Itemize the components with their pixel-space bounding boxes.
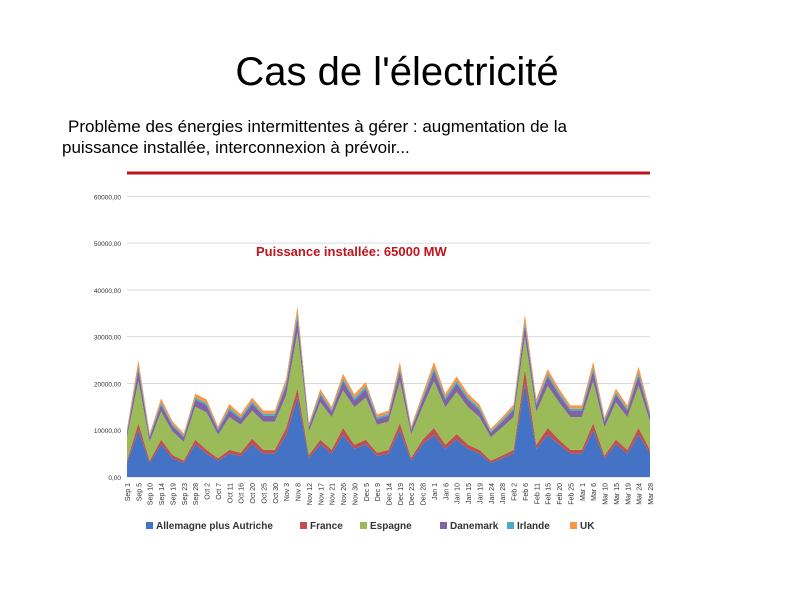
x-tick-label: Dec 14	[387, 483, 394, 505]
slide-text-line-2: puissance installée, interconnexion à pr…	[62, 138, 410, 157]
y-tick-label: 20000,00	[94, 381, 121, 388]
x-tick-label: Oct 7	[216, 483, 223, 500]
x-tick-label: Sep 19	[170, 483, 177, 505]
x-tick-label: Nov 21	[330, 483, 337, 505]
x-tick-label: Oct 11	[227, 483, 234, 503]
area-layer	[127, 306, 650, 477]
x-tick-label: Oct 25	[261, 483, 268, 504]
x-tick-label: Feb 2	[512, 483, 519, 501]
x-tick-label: Mar 24	[637, 483, 644, 505]
y-tick-label: 60000,00	[94, 194, 121, 201]
x-tick-label: Jan 15	[466, 483, 473, 504]
x-tick-label: Nov 3	[284, 483, 291, 501]
legend-swatch	[300, 522, 307, 529]
y-tick-label: 10000,00	[94, 428, 121, 435]
y-tick-label: 50000,00	[94, 241, 121, 248]
series-area	[127, 383, 650, 477]
legend-swatch	[570, 522, 577, 529]
x-tick-label: Dec 23	[409, 483, 416, 505]
series-area	[127, 332, 650, 461]
x-tick-labels: Sep 1 Sep 5 Sep 10 Sep 14 Sep 19 Sep 23 Sep 28…	[125, 483, 655, 505]
x-tick-label: Dec 5	[364, 483, 371, 501]
x-tick-label: Sep 28	[193, 483, 200, 505]
x-tick-label: Mar 15	[614, 483, 621, 505]
x-tick-label: Dec 19	[398, 483, 405, 505]
legend-label: Espagne	[370, 521, 412, 532]
legend-label: UK	[580, 521, 595, 532]
x-tick-label: Jan 1	[432, 483, 439, 500]
y-tick-label: 30000,00	[94, 335, 121, 342]
x-tick-label: Dec 9	[375, 483, 382, 501]
x-tick-label: Feb 6	[523, 483, 530, 501]
x-tick-label: Jan 10	[455, 483, 462, 504]
x-tick-label: Feb 20	[557, 483, 564, 505]
legend-swatch	[146, 522, 153, 529]
x-tick-label: Nov 12	[307, 483, 314, 505]
slide-title: Cas de l'électricité	[235, 50, 559, 94]
x-tick-label: Feb 11	[534, 483, 541, 504]
stacked-area-chart: Puissance installée: 65000 MW 0,00 10000,…	[94, 171, 655, 532]
x-tick-label: Jan 19	[477, 483, 484, 504]
legend-swatch	[360, 522, 367, 529]
x-tick-label: Oct 30	[273, 483, 280, 504]
x-tick-label: Nov 26	[341, 483, 348, 505]
y-tick-labels: 0,00 10000,00 20000,00 30000,00 40000,00 5000…	[94, 194, 122, 482]
x-tick-label: Nov 30	[352, 483, 359, 505]
x-tick-label: Mar 10	[603, 483, 610, 505]
x-tick-label: Nov 8	[296, 483, 303, 501]
legend-label: Allemagne plus Autriche	[156, 521, 273, 532]
legend: Allemagne plus Autriche France Espagne Dane…	[146, 521, 595, 532]
x-tick-label: Jan 28	[500, 483, 507, 504]
x-tick-label: Oct 16	[239, 483, 246, 504]
installed-capacity-annotation: Puissance installée: 65000 MW	[256, 244, 447, 259]
legend-swatch	[440, 522, 447, 529]
slide-text-line-1: Problème des énergies intermittentes à g…	[68, 117, 567, 136]
legend-label: Danemark	[450, 521, 499, 532]
slide-text: Problème des énergies intermittentes à g…	[62, 116, 702, 158]
legend-label: France	[310, 521, 343, 532]
x-tick-label: Sep 23	[182, 483, 189, 505]
x-tick-label: Sep 1	[125, 483, 132, 501]
x-tick-label: Nov 17	[318, 483, 325, 505]
legend-label: Irlande	[517, 521, 550, 532]
x-tick-label: Mar 19	[625, 483, 632, 505]
x-tick-label: Feb 15	[546, 483, 553, 505]
x-tick-label: Mar 28	[648, 483, 655, 505]
x-tick-label: Sep 10	[148, 483, 155, 505]
x-tick-label: Oct 2	[205, 483, 212, 500]
x-tick-label: Sep 5	[136, 483, 143, 501]
y-tick-label: 0,00	[108, 475, 121, 482]
x-tick-label: Mar 6	[591, 483, 598, 501]
x-tick-label: Dec 28	[421, 483, 428, 505]
x-tick-label: Mar 1	[580, 483, 587, 501]
x-tick-label: Feb 25	[568, 483, 575, 505]
series-area	[127, 318, 650, 442]
x-tick-label: Jan 24	[489, 483, 496, 504]
x-tick-label: Jan 6	[443, 483, 450, 500]
x-tick-label: Oct 20	[250, 483, 257, 504]
y-tick-label: 40000,00	[94, 288, 121, 295]
x-tick-label: Sep 14	[159, 483, 166, 505]
legend-swatch	[507, 522, 514, 529]
